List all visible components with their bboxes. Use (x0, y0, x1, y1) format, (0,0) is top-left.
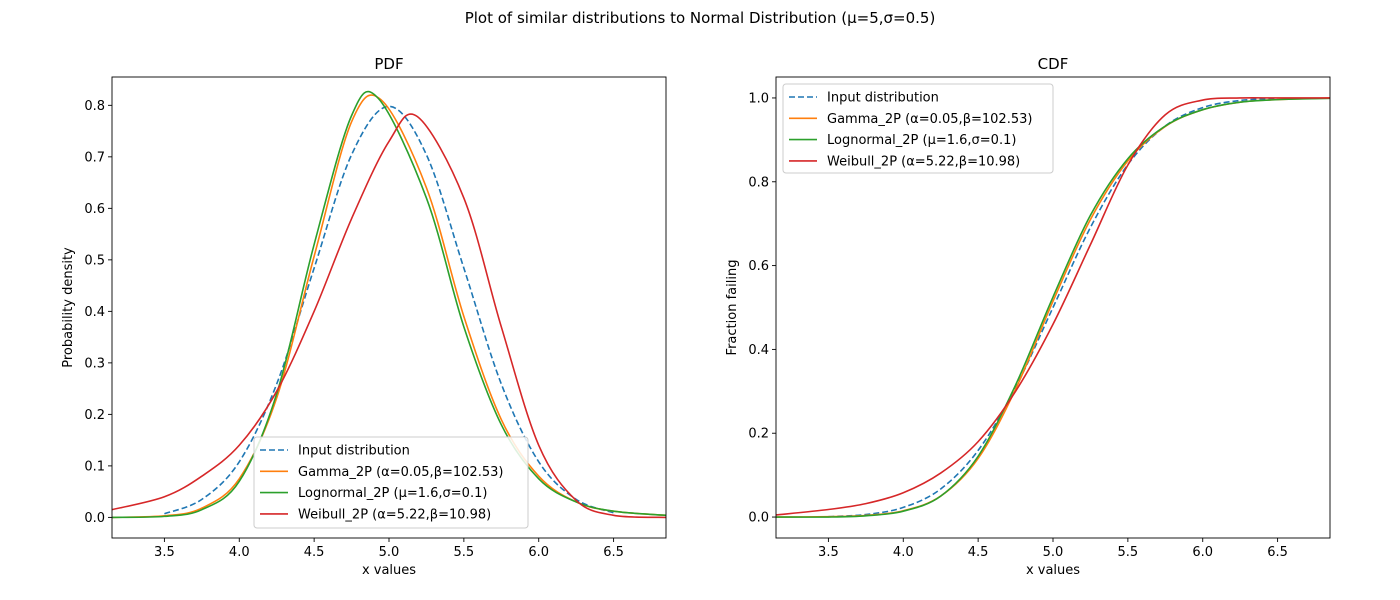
series-line-3 (112, 113, 666, 519)
legend-box (782, 83, 1054, 174)
y-tick-label: 0.4 (748, 343, 769, 358)
legend-entry: Gamma_2P (α=0.05,β=102.53) (298, 465, 503, 480)
x-tick-label: 5.0 (1043, 545, 1064, 560)
legend-entry: Gamma_2P (α=0.05,β=102.53) (827, 112, 1032, 127)
x-tick-label: 6.0 (1192, 545, 1213, 560)
y-tick-label: 0.8 (84, 99, 105, 114)
series-line-2 (112, 90, 666, 519)
x-tick-label: 4.5 (304, 545, 325, 560)
x-tick-label: 4.5 (968, 545, 989, 560)
x-tick-label: 5.0 (379, 545, 400, 560)
x-tick-label: 5.5 (454, 545, 475, 560)
y-tick-label: 0.2 (84, 408, 105, 423)
series-group (776, 97, 1330, 518)
series-line-0 (828, 97, 1278, 518)
series-group (112, 90, 666, 519)
legend-box (253, 436, 529, 529)
legend-entry: Lognormal_2P (μ=1.6,σ=0.1) (298, 486, 487, 501)
y-tick-label: 0.8 (748, 175, 769, 190)
x-tick-label: 6.5 (603, 545, 624, 560)
y-axis-label: Probability density (61, 247, 76, 368)
chart-panel-0: 3.5 4.0 4.5 5.0 5.5 6.0 6.5 0.0 0.1 0.2 0.3 0.4 0.5 0… (61, 55, 667, 578)
y-tick-label: 0.2 (748, 427, 769, 442)
y-tick-label: 0.6 (84, 202, 105, 217)
series-line-2 (776, 97, 1330, 518)
x-tick-label: 3.5 (818, 545, 839, 560)
figure-suptitle: Plot of similar distributions to Normal … (465, 9, 936, 27)
y-tick-label: 0.4 (84, 305, 105, 320)
chart-panel-1: 3.5 4.0 4.5 5.0 5.5 6.0 6.5 0.0 0.2 0.4 0.6 0.8 1.0 C… (725, 55, 1331, 578)
x-tick-label: 3.5 (154, 545, 175, 560)
x-tick-label: 4.0 (229, 545, 250, 560)
x-axis-label: x values (1026, 563, 1080, 578)
y-tick-label: 0.1 (84, 459, 105, 474)
chart-title: PDF (374, 55, 403, 73)
x-tick-label: 5.5 (1118, 545, 1139, 560)
series-line-0 (164, 105, 614, 515)
y-tick-label: 0.5 (84, 253, 105, 268)
y-tick-label: 1.0 (748, 91, 769, 106)
y-tick-label: 0.3 (84, 356, 105, 371)
legend-entry: Input distribution (827, 91, 939, 106)
y-tick-label: 0.0 (84, 511, 105, 526)
legend: Input distribution Gamma_2P (α=0.05,β=102… (253, 436, 529, 529)
legend-entry: Lognormal_2P (μ=1.6,σ=0.1) (827, 133, 1016, 148)
series-line-1 (112, 94, 666, 519)
x-tick-label: 6.5 (1267, 545, 1288, 560)
legend-entry: Input distribution (298, 444, 410, 459)
x-tick-label: 6.0 (528, 545, 549, 560)
x-axis-label: x values (362, 563, 416, 578)
legend-entry: Weibull_2P (α=5.22,β=10.98) (298, 507, 491, 522)
y-tick-label: 0.0 (748, 511, 769, 526)
y-tick-label: 0.7 (84, 150, 105, 165)
series-line-3 (776, 97, 1330, 516)
legend-entry: Weibull_2P (α=5.22,β=10.98) (827, 154, 1020, 169)
y-tick-label: 0.6 (748, 259, 769, 274)
legend: Input distribution Gamma_2P (α=0.05,β=102… (782, 83, 1054, 174)
chart-title: CDF (1038, 55, 1069, 73)
y-axis-label: Fraction failing (725, 260, 740, 356)
x-tick-label: 4.0 (893, 545, 914, 560)
